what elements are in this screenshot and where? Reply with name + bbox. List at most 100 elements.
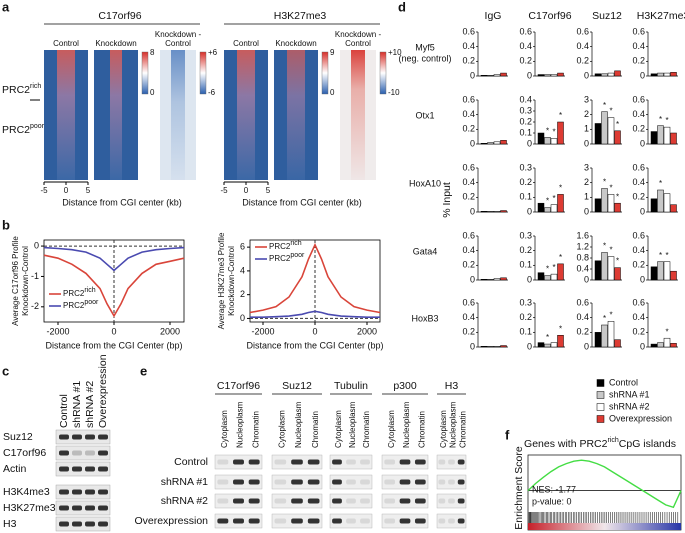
group-title: H3 (445, 380, 459, 392)
band (217, 518, 229, 524)
y-tick-label: 0.6 (519, 26, 532, 36)
y-tick-label: -2 (31, 301, 39, 311)
band (307, 459, 320, 465)
legend-label: shRNA #1 (609, 389, 650, 399)
band (85, 450, 95, 456)
annotation: p-value: 0 (532, 496, 572, 506)
band (457, 518, 465, 524)
heatmap-stripe (351, 50, 365, 180)
band (72, 450, 82, 456)
line-series (43, 254, 185, 318)
y-tick-label: 3 (584, 162, 589, 172)
band (98, 521, 108, 527)
bar (614, 130, 621, 145)
band (217, 479, 229, 485)
colorbar-label: 9 (330, 48, 335, 57)
band (448, 518, 455, 524)
band (217, 498, 229, 504)
y-tick-label: 0.2 (462, 192, 475, 202)
band (274, 479, 287, 485)
legend-label: PRC2rich (269, 240, 302, 251)
band (233, 518, 244, 524)
band (291, 518, 303, 524)
band (414, 518, 426, 524)
row-label: Suz12 (3, 431, 33, 443)
row-sublabel: (neg. control) (398, 53, 451, 63)
band (248, 479, 260, 485)
band (291, 459, 303, 465)
bar (493, 211, 501, 213)
band (399, 459, 411, 465)
band (384, 479, 396, 485)
title-sup: rich (607, 437, 618, 444)
fraction-label: Chromatin (251, 411, 260, 448)
band (414, 479, 426, 485)
bar (594, 73, 602, 77)
bar (500, 72, 507, 77)
bar (601, 73, 608, 77)
bar (537, 132, 545, 145)
y-tick-label: 0 (527, 341, 532, 351)
bar (607, 256, 615, 281)
y-tick-label: 0 (584, 70, 589, 80)
band (384, 498, 396, 504)
bar (537, 74, 545, 77)
column-label: Control (53, 39, 79, 48)
group-title: p300 (393, 380, 417, 392)
significance-star: * (546, 127, 549, 136)
band (307, 498, 320, 504)
significance-star: * (609, 246, 612, 255)
y-tick-label: 0.2 (519, 177, 532, 187)
bar (594, 123, 602, 145)
panel-letter: d (398, 0, 406, 14)
bar (650, 73, 658, 77)
y-tick-label: 0.6 (632, 94, 645, 104)
y-axis-label: Average H3K27me3 Profile (217, 232, 226, 329)
row-label: H3K4me3 (3, 486, 50, 498)
y-tick-label: 0 (470, 206, 475, 216)
band (332, 479, 342, 485)
bar (601, 111, 608, 145)
x-tick-label: 2000 (160, 326, 180, 336)
label-base: PRC2 (269, 254, 291, 263)
y-tick-label: 0.4 (632, 41, 645, 51)
bar (601, 188, 608, 213)
legend-swatch (596, 379, 605, 387)
label-sup: poor (84, 299, 99, 306)
y-tick-label: 0.2 (632, 56, 645, 66)
bar (480, 143, 488, 145)
bar (657, 72, 664, 77)
row-label: HoxA10 (409, 178, 441, 188)
y-tick-label: 4 (240, 265, 245, 275)
y-tick-label: 0.6 (632, 162, 645, 172)
fraction-label: Chromatin (458, 411, 467, 448)
y-tick-label: 0.6 (632, 26, 645, 36)
y-tick-label: 0.2 (462, 260, 475, 270)
y-tick-label: 0.4 (632, 312, 645, 322)
row-label: shRNA #2 (161, 495, 208, 507)
bar (663, 126, 671, 145)
bar (670, 132, 677, 145)
column-label: Knockdown - (335, 30, 382, 39)
y-tick-label: 0 (640, 206, 645, 216)
column-label: shRNA #2 (84, 381, 96, 428)
y-tick-label: 0.8 (576, 252, 589, 262)
group-title: Tubulin (334, 380, 368, 392)
y-tick-label: 0 (584, 138, 589, 148)
column-label: Control (233, 39, 259, 48)
x-tick-label: -5 (40, 186, 48, 195)
band (217, 459, 229, 465)
y-tick-label: 0 (640, 70, 645, 80)
y-tick-label: 0 (527, 274, 532, 284)
fraction-label: Cytoplasm (387, 410, 396, 448)
bar (537, 342, 545, 348)
blot (55, 461, 111, 477)
y-tick-label: 2 (240, 289, 245, 299)
significance-star: * (559, 111, 562, 120)
y-tick-label: 0.6 (462, 230, 475, 240)
bar (493, 278, 501, 281)
y-tick-label: 0.4 (576, 312, 589, 322)
band (360, 459, 370, 465)
fraction-label: Nucleoplasm (449, 401, 458, 448)
y-tick-label: 0.4 (462, 245, 475, 255)
